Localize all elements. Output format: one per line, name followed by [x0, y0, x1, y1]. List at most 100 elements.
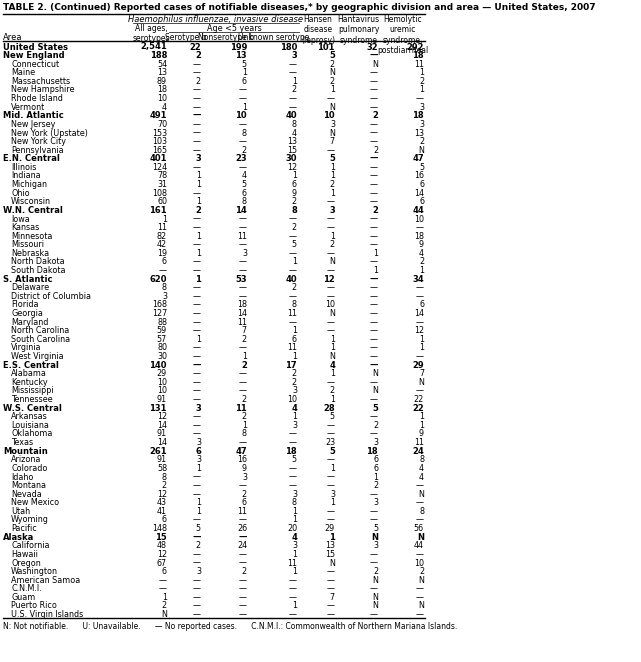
Text: 2,541: 2,541 [140, 42, 167, 52]
Text: 8: 8 [242, 128, 247, 138]
Text: 6: 6 [162, 567, 167, 576]
Text: North Carolina: North Carolina [11, 326, 69, 335]
Text: 13: 13 [325, 542, 335, 550]
Text: 401: 401 [149, 154, 167, 164]
Text: 11: 11 [287, 344, 297, 352]
Text: —: — [193, 266, 201, 275]
Text: 1: 1 [330, 232, 335, 241]
Text: 1: 1 [419, 335, 424, 344]
Text: —: — [327, 318, 335, 327]
Text: 78: 78 [157, 171, 167, 181]
Text: —: — [327, 146, 335, 155]
Text: —: — [289, 438, 297, 447]
Text: N: N [418, 378, 424, 387]
Text: Pacific: Pacific [11, 524, 37, 533]
Text: 2: 2 [292, 85, 297, 95]
Text: 2: 2 [372, 111, 378, 120]
Text: W.N. Central: W.N. Central [3, 206, 63, 215]
Text: —: — [370, 137, 378, 146]
Text: 9: 9 [292, 189, 297, 198]
Text: —: — [327, 326, 335, 335]
Text: —: — [239, 550, 247, 559]
Text: 6: 6 [162, 516, 167, 524]
Text: 1: 1 [373, 266, 378, 275]
Text: —: — [193, 421, 201, 430]
Text: —: — [239, 214, 247, 224]
Text: 8: 8 [162, 283, 167, 293]
Text: 6: 6 [373, 464, 378, 473]
Text: —: — [370, 189, 378, 198]
Text: —: — [289, 68, 297, 77]
Text: 161: 161 [149, 206, 167, 215]
Text: Guam: Guam [11, 593, 35, 602]
Text: Minnesota: Minnesota [11, 232, 53, 241]
Text: —: — [193, 412, 201, 421]
Text: 1: 1 [196, 180, 201, 189]
Text: Iowa: Iowa [11, 214, 29, 224]
Text: —: — [193, 128, 201, 138]
Text: 12: 12 [287, 163, 297, 172]
Text: —: — [239, 94, 247, 103]
Text: 131: 131 [149, 404, 167, 412]
Text: —: — [192, 361, 201, 369]
Text: 165: 165 [152, 146, 167, 155]
Text: —: — [370, 103, 378, 112]
Text: Tennessee: Tennessee [11, 395, 53, 404]
Text: Wyoming: Wyoming [11, 516, 49, 524]
Text: Florida: Florida [11, 301, 38, 310]
Text: 1: 1 [292, 258, 297, 267]
Text: 7: 7 [242, 326, 247, 335]
Text: New York City: New York City [11, 137, 66, 146]
Text: —: — [370, 214, 378, 224]
Text: Oregon: Oregon [11, 559, 41, 567]
Text: 9: 9 [419, 240, 424, 250]
Text: 11: 11 [235, 404, 247, 412]
Text: 8: 8 [162, 473, 167, 481]
Text: —: — [370, 318, 378, 327]
Text: —: — [370, 585, 378, 593]
Text: —: — [193, 240, 201, 250]
Text: 2: 2 [419, 77, 424, 86]
Text: C.N.M.I.: C.N.M.I. [11, 585, 42, 593]
Text: —: — [416, 292, 424, 301]
Text: 7: 7 [330, 137, 335, 146]
Text: 6: 6 [242, 77, 247, 86]
Text: 2: 2 [242, 412, 247, 421]
Text: 18: 18 [414, 232, 424, 241]
Text: —: — [416, 550, 424, 559]
Text: 22: 22 [412, 404, 424, 412]
Text: 2: 2 [419, 137, 424, 146]
Text: —: — [193, 68, 201, 77]
Text: —: — [370, 326, 378, 335]
Text: N: N [372, 602, 378, 610]
Text: 8: 8 [242, 430, 247, 438]
Text: Delaware: Delaware [11, 283, 49, 293]
Text: 8: 8 [292, 301, 297, 310]
Text: 1: 1 [292, 550, 297, 559]
Text: 3: 3 [419, 103, 424, 112]
Text: —: — [192, 533, 201, 542]
Text: All ages,
serotypes: All ages, serotypes [132, 24, 170, 44]
Text: Alabama: Alabama [11, 369, 47, 378]
Text: 3: 3 [292, 542, 297, 550]
Text: 6: 6 [162, 258, 167, 267]
Text: 11: 11 [237, 507, 247, 516]
Text: 2: 2 [330, 240, 335, 250]
Text: 54: 54 [157, 60, 167, 69]
Text: N: N [329, 103, 335, 112]
Text: —: — [193, 481, 201, 490]
Text: 91: 91 [157, 430, 167, 438]
Text: 4: 4 [419, 473, 424, 481]
Text: 6: 6 [373, 455, 378, 464]
Text: —: — [239, 576, 247, 585]
Text: —: — [193, 85, 201, 95]
Text: —: — [193, 137, 201, 146]
Text: 2: 2 [162, 602, 167, 610]
Text: —: — [289, 214, 297, 224]
Text: 1: 1 [292, 567, 297, 576]
Text: —: — [193, 258, 201, 267]
Text: —: — [239, 602, 247, 610]
Text: N: N [372, 387, 378, 395]
Text: 15: 15 [287, 146, 297, 155]
Text: 2: 2 [373, 146, 378, 155]
